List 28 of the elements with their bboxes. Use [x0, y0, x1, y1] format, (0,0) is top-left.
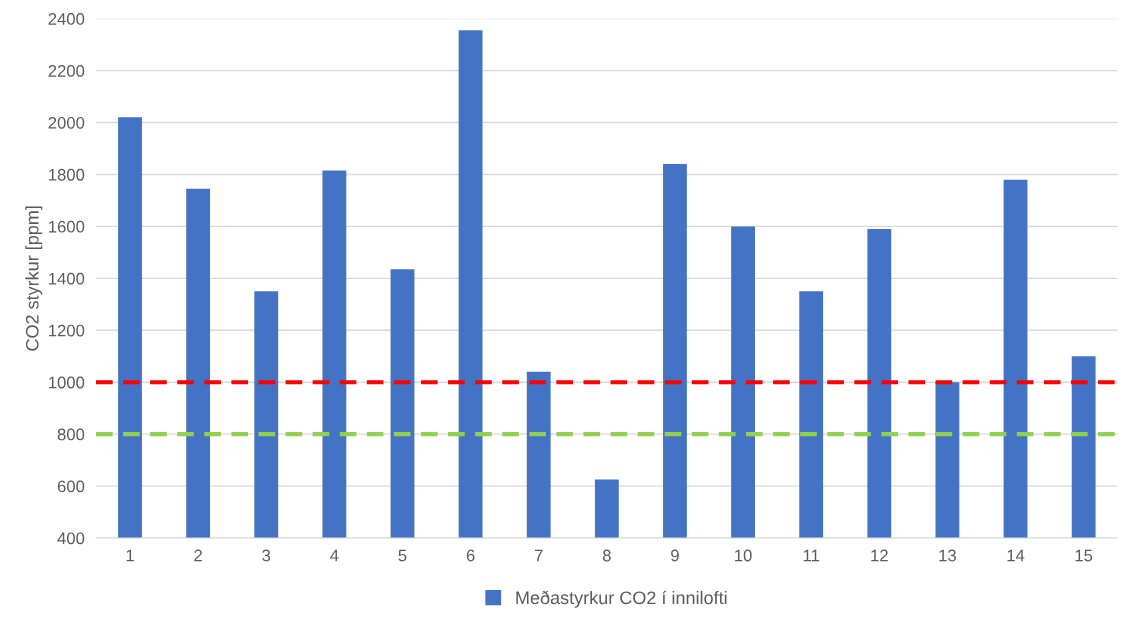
- y-tick-label: 1400: [49, 272, 85, 285]
- x-tick-label: 8: [602, 549, 611, 562]
- x-tick-label: 14: [1007, 549, 1025, 562]
- x-tick-label: 4: [330, 549, 339, 562]
- x-tick-label: 10: [735, 549, 752, 562]
- x-tick-label: 13: [939, 549, 956, 562]
- y-tick-label: 2200: [48, 65, 85, 77]
- y-tick-label: 1000: [49, 376, 85, 389]
- y-tick-label: 2400: [48, 13, 85, 25]
- x-tick-label: 15: [1075, 549, 1093, 562]
- y-tick-label: 1600: [49, 220, 85, 233]
- y-tick-label: 600: [57, 480, 85, 493]
- x-tick-label: 1: [126, 549, 134, 562]
- y-tick-label: 1800: [49, 168, 85, 181]
- x-tick-label: 6: [466, 549, 475, 562]
- x-tick-label: 7: [534, 549, 543, 562]
- y-tick-label: 400: [57, 532, 85, 545]
- x-tick-label: 3: [262, 549, 271, 562]
- x-tick-label: 5: [398, 549, 407, 562]
- x-tick-label: 11: [803, 549, 820, 562]
- x-tick-label: 9: [671, 549, 679, 562]
- y-tick-label: 1200: [49, 324, 85, 337]
- legend-label: Meðastyrkur CO2 í innilofti: [516, 590, 727, 608]
- x-tick-label: 2: [194, 549, 202, 562]
- y-axis-title: CO2 styrkur [ppm]: [25, 206, 43, 351]
- y-tick-label: 800: [57, 428, 85, 441]
- x-tick-label: 12: [871, 549, 888, 562]
- y-tick-label: 2000: [48, 116, 85, 129]
